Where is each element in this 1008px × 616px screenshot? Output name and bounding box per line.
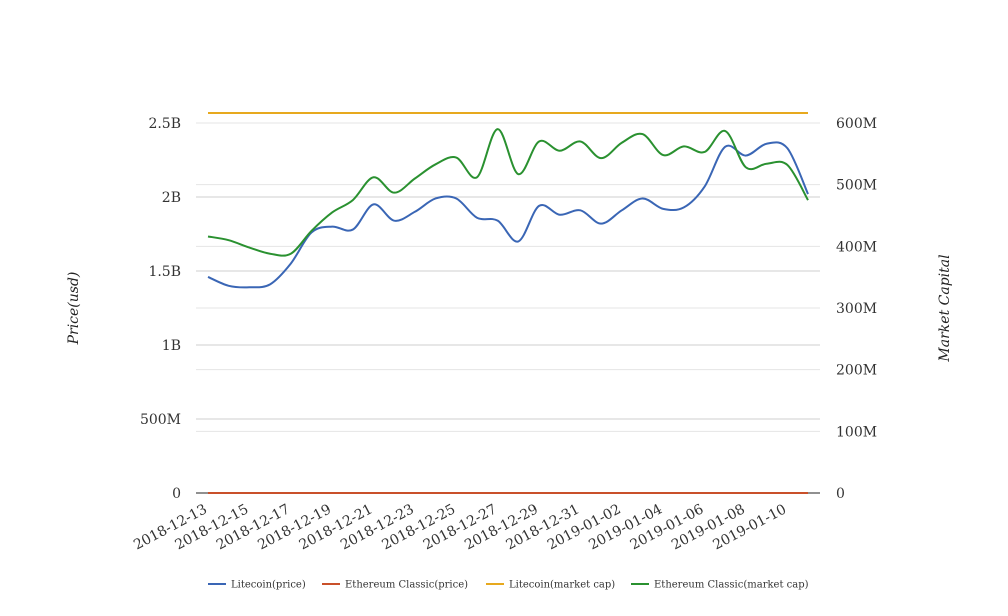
legend: Litecoin(price) Ethereum Classic(price) Li… — [208, 580, 809, 591]
y-left-tick-labels: 0 500M 1B 1.5B 2B 2.5B — [140, 116, 181, 502]
legend-label: Ethereum Classic(price) — [345, 580, 468, 591]
y-right-tick-label: 500M — [836, 178, 877, 194]
y-right-tick-label: 100M — [836, 424, 877, 440]
legend-label: Litecoin(market cap) — [509, 580, 615, 591]
y-right-tick-label: 400M — [836, 239, 877, 255]
y-left-tick-label: 500M — [140, 412, 181, 428]
y-left-tick-label: 1.5B — [148, 264, 181, 280]
series-line-0 — [207, 141, 809, 289]
x-tick-labels: 2018-12-132018-12-152018-12-172018-12-19… — [131, 501, 789, 553]
y-right-tick-label: 200M — [836, 363, 877, 379]
y-left-tick-label: 1B — [162, 338, 181, 354]
y-left-tick-label: 0 — [172, 486, 181, 502]
grid-lines — [196, 122, 820, 494]
y-right-tick-label: 300M — [836, 301, 877, 317]
legend-label: Ethereum Classic(market cap) — [654, 580, 809, 591]
legend-label: Litecoin(price) — [231, 580, 306, 591]
y-right-tick-label: 600M — [836, 116, 877, 132]
y-left-tick-label: 2.5B — [148, 116, 181, 132]
y-right-axis-title: Market Capital — [937, 254, 953, 362]
y-right-tick-labels: 0 100M 200M 300M 400M 500M 600M — [836, 116, 877, 502]
y-right-tick-label: 0 — [836, 486, 845, 502]
series-lines — [207, 112, 809, 495]
series-line-3 — [207, 128, 809, 257]
y-left-axis-title: Price(usd) — [66, 272, 82, 346]
y-left-tick-label: 2B — [162, 190, 181, 206]
